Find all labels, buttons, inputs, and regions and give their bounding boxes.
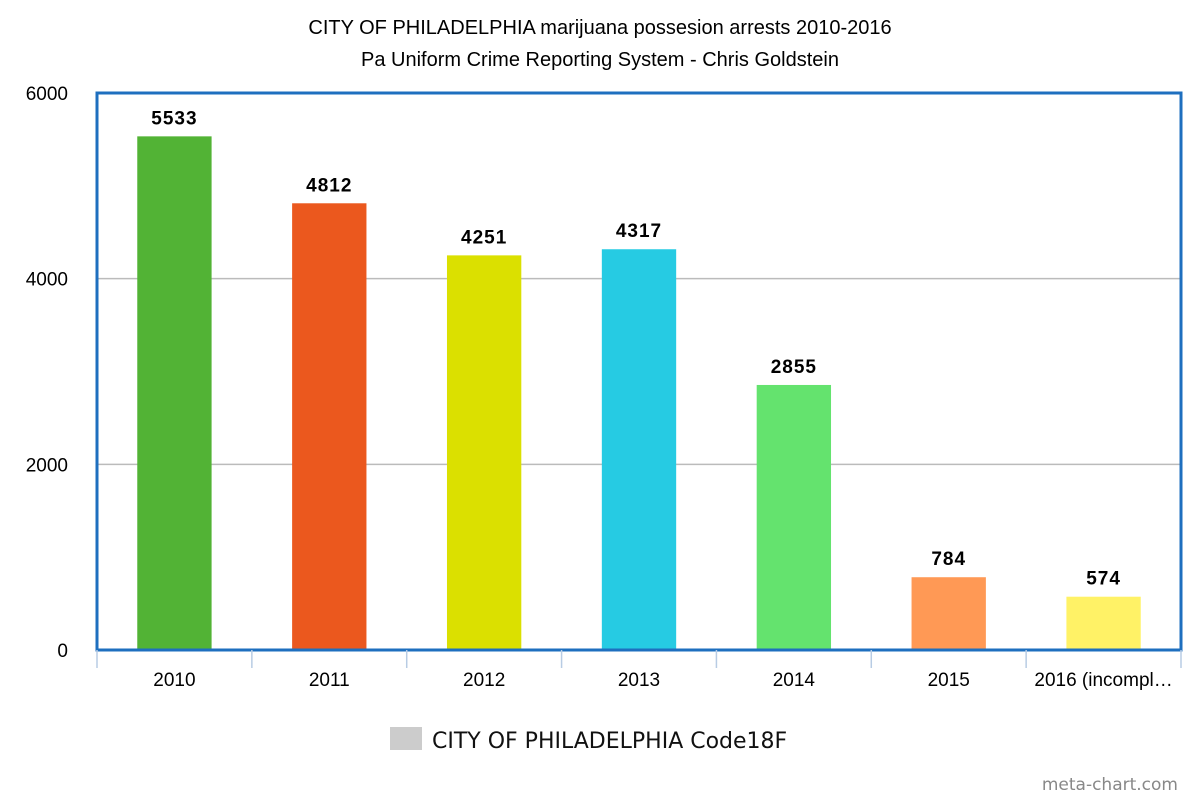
data-label: 5533 bbox=[151, 108, 197, 129]
y-tick-label: 0 bbox=[57, 641, 68, 662]
x-tick-label: 2016 (incompl… bbox=[1034, 670, 1172, 691]
watermark: meta-chart.com bbox=[1042, 775, 1178, 795]
bars bbox=[137, 136, 1141, 651]
data-label: 4317 bbox=[616, 221, 662, 242]
chart-title: CITY OF PHILADELPHIA marijuana possesion… bbox=[308, 17, 891, 39]
legend-label: CITY OF PHILADELPHIA Code18F bbox=[432, 729, 787, 754]
bar-2015 bbox=[911, 577, 986, 650]
legend: CITY OF PHILADELPHIA Code18F bbox=[390, 727, 787, 754]
x-tick-label: 2015 bbox=[928, 670, 970, 691]
data-label: 4251 bbox=[461, 227, 507, 248]
data-label: 2855 bbox=[771, 357, 817, 378]
legend-swatch bbox=[390, 727, 422, 750]
data-label: 784 bbox=[931, 549, 966, 570]
y-tick-label: 4000 bbox=[26, 270, 68, 291]
x-tick-label: 2013 bbox=[618, 670, 660, 691]
bar-2010 bbox=[137, 136, 212, 651]
x-tick-label: 2010 bbox=[153, 670, 195, 691]
x-axis: 2010 2011 2012 2013 2014 2015 2016 (incompl… bbox=[96, 650, 1182, 691]
y-tick-label: 2000 bbox=[26, 455, 68, 476]
y-axis-ticks: 0 2000 4000 6000 bbox=[26, 84, 68, 662]
x-tick-label: 2014 bbox=[773, 670, 816, 691]
plot-frame bbox=[95, 91, 1183, 652]
x-tick-label: 2011 bbox=[309, 670, 350, 691]
bar-2014 bbox=[756, 384, 832, 650]
bar-2013 bbox=[601, 249, 677, 650]
data-label: 574 bbox=[1086, 569, 1121, 590]
y-tick-label: 6000 bbox=[26, 84, 68, 105]
bar-2011 bbox=[292, 203, 367, 650]
data-label: 4812 bbox=[306, 175, 352, 196]
bar-2016incompl bbox=[1066, 596, 1141, 650]
data-labels: 5533 4812 4251 4317 2855 784 574 bbox=[151, 108, 1121, 590]
bar-2012 bbox=[446, 255, 522, 651]
chart-subtitle: Pa Uniform Crime Reporting System - Chri… bbox=[361, 49, 839, 71]
x-tick-label: 2012 bbox=[463, 670, 505, 691]
